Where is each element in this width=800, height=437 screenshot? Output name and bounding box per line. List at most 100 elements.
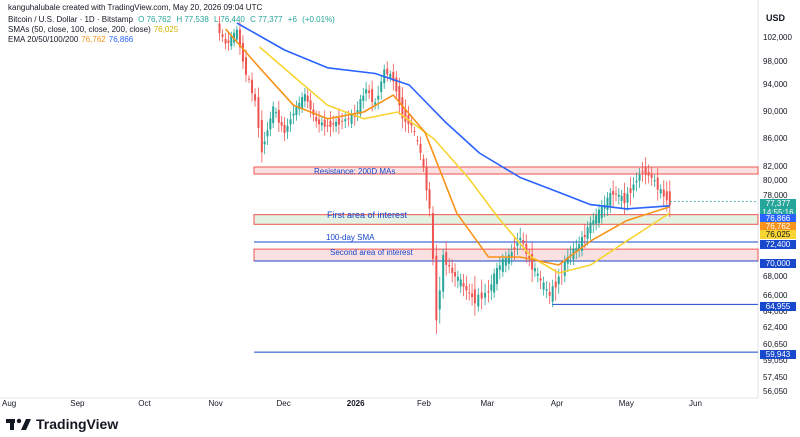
x-tick-label: Feb xyxy=(417,399,431,408)
y-tick-label: 94,000 xyxy=(763,80,788,89)
candle-body xyxy=(371,89,374,103)
candle-body xyxy=(425,167,428,191)
candle-body xyxy=(410,122,413,126)
candle-body xyxy=(620,195,623,201)
candle-body xyxy=(451,267,454,273)
candle-body xyxy=(221,34,224,37)
candle-body xyxy=(241,42,244,62)
sma100-label: 100-day SMA xyxy=(326,233,375,242)
candle-body xyxy=(641,171,644,173)
candle-body xyxy=(539,278,542,281)
price-tag: 14:55:16 xyxy=(760,208,796,217)
price-tag: 70,000 xyxy=(760,259,796,268)
price-tag: 76,866 xyxy=(760,214,796,223)
candle-body xyxy=(504,258,507,266)
candle-body xyxy=(398,85,401,106)
candle-body xyxy=(347,118,350,120)
candle-body xyxy=(501,258,504,272)
candle-body xyxy=(586,227,589,239)
candle-body xyxy=(580,236,583,251)
candle-body xyxy=(583,235,586,238)
candle-body xyxy=(548,291,551,296)
ohlc-low: L 76,440 xyxy=(214,15,245,24)
candle-body xyxy=(600,206,603,219)
candle-body xyxy=(277,110,280,123)
price-tag: 77,377 xyxy=(760,199,796,208)
x-tick-label: Mar xyxy=(480,399,495,408)
y-tick-label: 98,000 xyxy=(763,57,788,66)
y-tick-label: 66,000 xyxy=(763,291,788,300)
candle-body xyxy=(428,189,431,209)
candle-body xyxy=(632,184,635,191)
candle-body xyxy=(374,102,377,106)
candle-body xyxy=(662,189,665,197)
tradingview-wordmark: TradingView xyxy=(36,416,119,432)
second-area-label: Second area of interest xyxy=(330,248,413,257)
candle-body xyxy=(644,166,647,175)
candle-body xyxy=(329,120,332,128)
candle-body xyxy=(659,189,662,194)
ohlc-change-pct: (+0.01%) xyxy=(302,15,335,24)
candle-body xyxy=(227,40,230,43)
candle-body xyxy=(606,197,609,210)
candle-body xyxy=(487,291,490,293)
y-tick-label: 59,050 xyxy=(763,356,788,365)
y-tick-label: 102,000 xyxy=(763,33,792,42)
candle-body xyxy=(306,95,309,102)
y-tick-label: 64,000 xyxy=(763,307,788,316)
series-line-2 xyxy=(236,22,670,210)
candle-body xyxy=(303,94,306,102)
candle-body xyxy=(578,244,581,251)
candle-body xyxy=(653,180,656,182)
candle-body xyxy=(238,29,241,48)
candle-body xyxy=(356,110,359,113)
y-tick-label: 62,400 xyxy=(763,323,788,332)
candle-body xyxy=(525,243,528,254)
candle-body xyxy=(617,194,620,197)
x-tick-label: Oct xyxy=(138,399,151,408)
candle-body xyxy=(269,118,272,130)
candle-body xyxy=(280,122,283,126)
candle-body xyxy=(395,77,398,92)
tradingview-brand[interactable]: TradingView xyxy=(6,416,118,432)
ohlc-open: O 76,762 xyxy=(138,15,172,24)
candle-body xyxy=(480,292,483,299)
credit-line: kanguhalubale created with TradingView.c… xyxy=(8,3,263,12)
candle-body xyxy=(459,279,462,287)
candle-body xyxy=(292,113,295,116)
y-tick-label: 86,000 xyxy=(763,134,788,143)
candle-body xyxy=(513,247,516,250)
candle-body xyxy=(473,289,476,304)
candle-body xyxy=(542,282,545,290)
symbol-line: Bitcoin / U.S. Dollar · 1D · Bitstamp O … xyxy=(8,15,338,25)
candle-body xyxy=(416,140,419,142)
candle-body xyxy=(332,123,335,125)
price-tag: 59,943 xyxy=(760,350,796,359)
resistance-label: Resistance: 200D MAs xyxy=(314,167,396,176)
candle-body xyxy=(545,289,548,291)
ema-legend[interactable]: EMA 20/50/100/200 76,762 76,866 xyxy=(8,35,134,44)
zone-0 xyxy=(253,166,759,175)
candle-body xyxy=(575,248,578,251)
candle-body xyxy=(495,268,498,285)
candle-body xyxy=(533,268,536,272)
candle-body xyxy=(401,97,404,119)
candle-body xyxy=(566,257,569,264)
candle-body xyxy=(477,294,480,307)
candle-body xyxy=(362,95,365,101)
price-tag: 64,955 xyxy=(760,302,796,311)
candle-body xyxy=(612,190,615,195)
price-tag: 76,025 xyxy=(760,230,796,239)
candle-body xyxy=(468,292,471,294)
candle-body xyxy=(341,120,344,122)
series-line-1 xyxy=(224,28,671,266)
candle-body xyxy=(623,193,626,204)
candle-body xyxy=(266,130,269,137)
y-tick-label: 90,000 xyxy=(763,107,788,116)
sma-legend[interactable]: SMAs (50, close, 100, close, 200, close)… xyxy=(8,25,179,34)
y-tick-label: 60,650 xyxy=(763,340,788,349)
price-tag: 76,762 xyxy=(760,222,796,231)
candle-body xyxy=(431,213,434,260)
series-line-0 xyxy=(259,46,671,274)
